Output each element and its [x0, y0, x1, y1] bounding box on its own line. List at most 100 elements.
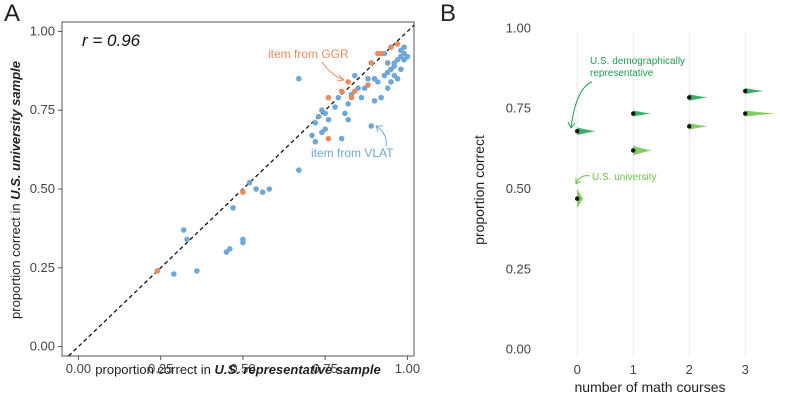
representative-density [689, 94, 708, 101]
university-point [687, 124, 692, 129]
panel-b-x-axis-title: number of math courses [575, 379, 726, 395]
panel-a-x-tick-label: 0.50 [230, 361, 255, 376]
vlat-point [375, 79, 381, 85]
vlat-point [184, 236, 190, 243]
panel-a-y-axis-title-emph: U.S. university sample [8, 61, 23, 200]
vlat-point [296, 75, 302, 82]
vlat-point [226, 246, 233, 252]
panel-a-y-tick-label: 0.50 [30, 181, 55, 196]
panel-b-y-tick-label: 0.00 [506, 342, 531, 357]
university-point [743, 111, 748, 116]
vlat-point [315, 113, 322, 120]
ggr-point [351, 88, 358, 95]
ggr-arrowhead [336, 74, 345, 82]
vlat-point [253, 186, 259, 192]
university-point [575, 196, 580, 201]
university-label-arrow [575, 175, 591, 185]
representative-label-arrow [570, 81, 593, 129]
vlat-point [335, 94, 342, 101]
panel-a-x-axis-title-emph: U.S. representative sample [215, 362, 381, 377]
ggr-point [388, 44, 394, 51]
panel-a-frame [61, 21, 415, 357]
panel-a-y-axis-title: proportion correct in U.S. university sa… [8, 61, 23, 319]
university-density [577, 189, 584, 209]
representative-point [631, 111, 636, 116]
vlat-point [398, 66, 404, 73]
vlat-point [394, 75, 401, 82]
vlat-point [391, 60, 398, 66]
representative-arrowhead [567, 121, 576, 129]
vlat-point [384, 85, 391, 91]
university-arrowhead [575, 178, 582, 185]
ggr-point [325, 135, 332, 142]
ggr-point [348, 94, 355, 101]
panel-b-letter: B [440, 0, 457, 27]
panel-a-x-axis-title: proportion correct in U.S. representativ… [95, 362, 380, 377]
panel-b-y-axis-title: proportion correct [471, 135, 487, 245]
representative-density [577, 127, 596, 136]
representative-density [745, 88, 764, 95]
ggr-point [365, 82, 371, 88]
vlat-point [388, 79, 394, 85]
correlation-annotation: r = 0.96 [82, 31, 141, 50]
ggr-point [368, 60, 375, 66]
vlat-point [240, 239, 246, 246]
vlat-point [401, 44, 407, 51]
university-density [633, 145, 652, 156]
panel-a-x-tick-label: 0.00 [66, 361, 91, 376]
ggr-point [154, 268, 161, 274]
vlat-point [345, 101, 352, 107]
vlat-point [322, 110, 328, 117]
vlat-point [371, 97, 378, 104]
panel-a-x-tick-label: 0.25 [148, 361, 173, 376]
vlat-point [345, 116, 352, 123]
vlat-point [312, 138, 319, 145]
panel-a-scatter: 0.00 0.25 0.50 0.75 1.00 0.00 0.25 0.50 0.75 1.00… [8, 21, 420, 377]
ggr-point [240, 189, 246, 195]
representative-point [687, 95, 692, 100]
ggr-label-arrow [321, 61, 345, 81]
vlat-point [309, 132, 315, 139]
panel-b-x-tick-label: 0 [574, 362, 581, 377]
vlat-point [332, 104, 338, 110]
ggr-point [338, 88, 345, 95]
vlat-label-arrow [375, 125, 387, 147]
vlat-point [312, 120, 319, 126]
vlat-point [368, 123, 375, 129]
vlat-point [384, 60, 391, 66]
panel-b-y-tick-label: 0.25 [506, 261, 531, 276]
panel-b-y-tick-label: 0.50 [506, 181, 531, 196]
panel-a-x-axis-title-prefix: proportion correct in [95, 362, 214, 377]
ggr-point [378, 50, 384, 57]
ggr-point [394, 41, 401, 47]
panel-a-y-axis-title-prefix: proportion correct in [8, 200, 23, 319]
vlat-point [266, 186, 273, 192]
panel-b-y-tick-label: 0.75 [506, 101, 531, 116]
representative-point [575, 128, 580, 134]
panel-a-y-tick-label: 0.75 [30, 102, 55, 117]
ggr-point [345, 79, 352, 85]
vlat-point [322, 126, 328, 132]
vlat-point [365, 75, 371, 82]
representative-label-line2: representative [590, 68, 654, 79]
panel-a-y-tick-label: 1.00 [30, 23, 55, 38]
panel-a-y-tick-label: 0.25 [30, 260, 55, 275]
panel-a-x-tick-label: 0.75 [313, 361, 338, 376]
vlat-point [194, 268, 200, 274]
panel-b-y-tick-label: 1.00 [506, 20, 531, 35]
panel-b-x-tick-label: 3 [742, 362, 749, 377]
vlat-point [259, 189, 266, 195]
vlat-point [351, 72, 358, 79]
university-density [689, 123, 708, 130]
ggr-series-label: item from GGR [268, 47, 349, 61]
panel-b-x-tick-label: 1 [630, 362, 637, 377]
panel-b-dotplot: 0 1 2 3 0.00 0.25 0.50 0.75 1.00 U.S. demographi… [471, 20, 776, 395]
representative-density [633, 110, 652, 117]
vlat-arrowhead [375, 125, 383, 133]
panel-b-x-tick-label: 2 [686, 362, 693, 377]
vlat-point [358, 94, 365, 101]
university-density [745, 110, 776, 117]
vlat-point [338, 135, 345, 142]
vlat-series-label: item from VLAT [311, 146, 394, 160]
vlat-point [296, 167, 302, 173]
